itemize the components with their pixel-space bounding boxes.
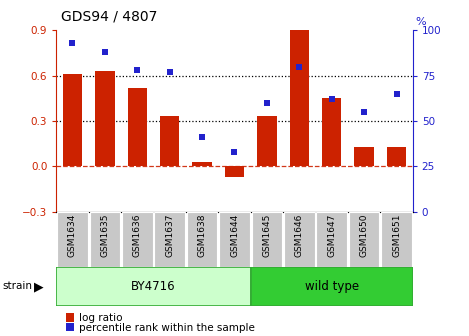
- Bar: [225, 166, 244, 177]
- FancyBboxPatch shape: [219, 212, 250, 267]
- Text: percentile rank within the sample: percentile rank within the sample: [79, 323, 255, 333]
- Text: GDS94 / 4807: GDS94 / 4807: [61, 9, 157, 24]
- FancyBboxPatch shape: [122, 212, 152, 267]
- Point: [360, 109, 368, 115]
- Text: GSM1635: GSM1635: [100, 213, 109, 257]
- FancyBboxPatch shape: [349, 212, 379, 267]
- Text: GSM1637: GSM1637: [165, 213, 174, 257]
- Text: GSM1651: GSM1651: [392, 213, 401, 257]
- FancyBboxPatch shape: [90, 212, 120, 267]
- Point: [295, 64, 303, 69]
- Text: strain: strain: [2, 282, 32, 291]
- Text: GSM1650: GSM1650: [360, 213, 369, 257]
- Bar: [63, 74, 82, 166]
- Point: [231, 149, 238, 155]
- Point: [166, 69, 174, 75]
- Text: BY4716: BY4716: [131, 280, 176, 293]
- Point: [101, 49, 109, 55]
- FancyBboxPatch shape: [284, 212, 315, 267]
- Text: wild type: wild type: [305, 280, 359, 293]
- Point: [198, 135, 206, 140]
- FancyBboxPatch shape: [187, 212, 217, 267]
- Bar: [160, 117, 180, 166]
- Point: [263, 100, 271, 106]
- Text: GSM1645: GSM1645: [262, 213, 272, 257]
- Bar: [355, 147, 374, 166]
- Bar: [95, 71, 114, 166]
- Text: %: %: [416, 17, 426, 28]
- FancyBboxPatch shape: [56, 267, 251, 306]
- Text: GSM1646: GSM1646: [295, 213, 304, 257]
- Text: GSM1638: GSM1638: [197, 213, 207, 257]
- FancyBboxPatch shape: [317, 212, 347, 267]
- FancyBboxPatch shape: [57, 212, 88, 267]
- Text: GSM1644: GSM1644: [230, 213, 239, 257]
- Bar: [257, 117, 277, 166]
- Bar: [128, 88, 147, 166]
- Bar: [387, 147, 406, 166]
- FancyBboxPatch shape: [251, 267, 413, 306]
- Text: log ratio: log ratio: [79, 313, 122, 323]
- FancyBboxPatch shape: [381, 212, 412, 267]
- Point: [328, 96, 335, 102]
- Text: ▶: ▶: [34, 280, 44, 293]
- Bar: [322, 98, 341, 166]
- Bar: [289, 30, 309, 166]
- Text: GSM1647: GSM1647: [327, 213, 336, 257]
- Text: GSM1634: GSM1634: [68, 213, 77, 257]
- Point: [393, 91, 400, 96]
- Bar: [192, 162, 212, 166]
- FancyBboxPatch shape: [154, 212, 185, 267]
- Point: [134, 68, 141, 73]
- FancyBboxPatch shape: [252, 212, 282, 267]
- Point: [69, 40, 76, 46]
- Text: GSM1636: GSM1636: [133, 213, 142, 257]
